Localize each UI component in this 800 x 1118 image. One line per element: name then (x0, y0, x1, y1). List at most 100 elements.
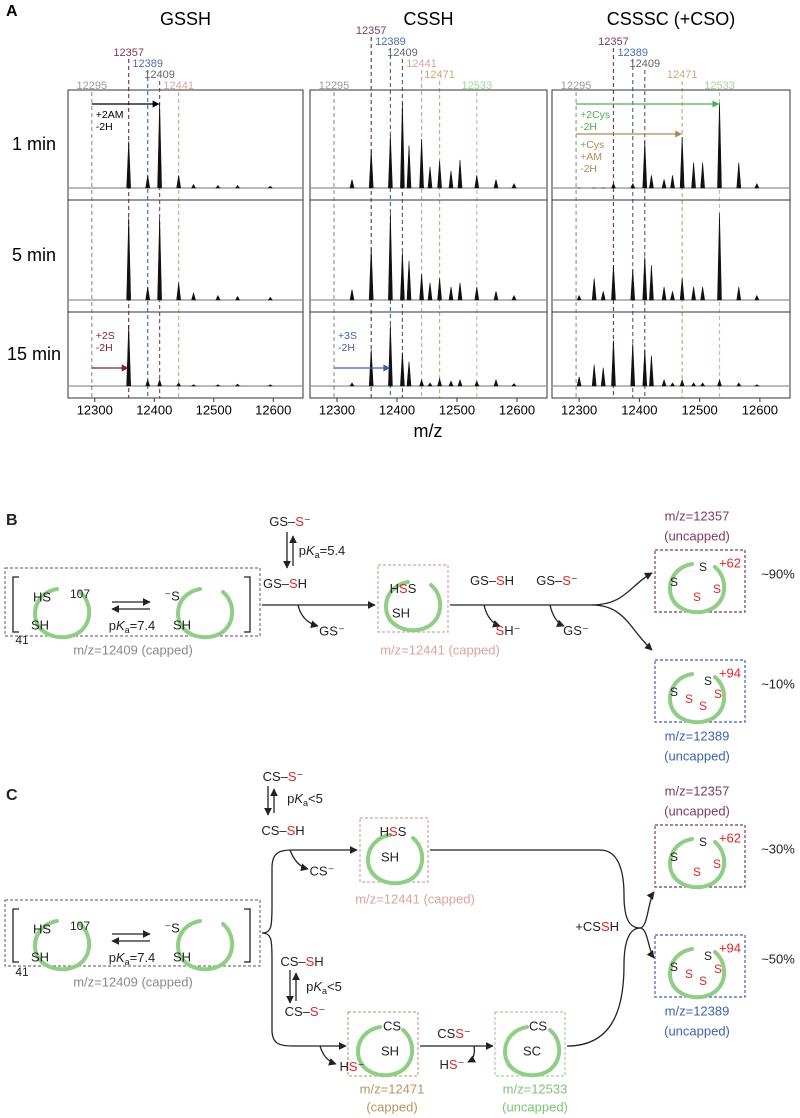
spectrum-peak (717, 378, 722, 387)
spectrum-peak (649, 355, 654, 387)
leaving-arrow (483, 604, 501, 628)
label-part: S (562, 573, 571, 588)
label-part: ⁻ (464, 1026, 471, 1041)
label: m/z=12409 (capped) (73, 974, 193, 989)
label-part: p (299, 543, 306, 558)
label: S (693, 865, 701, 879)
spectrum-peak (493, 378, 499, 387)
spectrum-peak (437, 278, 442, 301)
label-part: H (295, 823, 304, 838)
marker-label: 12471 (424, 69, 455, 81)
spectrum-peak (457, 378, 463, 387)
spectrum-peak (493, 179, 499, 189)
label: SH (31, 949, 49, 964)
annotation-arrowhead (712, 100, 720, 108)
label: SH (392, 605, 410, 620)
spectrum-peak (437, 377, 442, 387)
annotation-text: -2H (580, 121, 597, 133)
spectrum-peak (427, 282, 433, 301)
label-part: H (314, 954, 323, 969)
spectrum-peak (649, 175, 654, 189)
panel-c-shapes (4, 786, 655, 1078)
x-tick-label: 12300 (77, 402, 113, 417)
label: +CSSH (575, 919, 619, 934)
label: CS–S⁻ (263, 769, 304, 784)
label: GS–SH (470, 573, 514, 588)
label-part: S (399, 581, 408, 596)
spectrum-peak (388, 324, 393, 387)
marker-label: 12409 (387, 47, 418, 59)
label: (uncapped) (664, 803, 730, 818)
x-tick-label: 12500 (682, 402, 718, 417)
marker-label: 12295 (77, 80, 108, 92)
label-part: K (313, 979, 323, 994)
label: HSS (380, 824, 407, 839)
label: CS–SH (280, 954, 323, 969)
panel-b-shapes (4, 532, 653, 651)
marker-label: 12389 (617, 47, 648, 59)
annotation-arrowhead (152, 100, 160, 108)
label: SH (173, 617, 191, 632)
label: m/z=12533 (503, 1081, 568, 1096)
marker-label: 12441 (163, 80, 194, 92)
spectrum-peak (457, 159, 463, 189)
spectrum-peak (427, 166, 433, 189)
spectrum-peak (419, 138, 424, 189)
label: pKa<5 (306, 979, 342, 996)
spectrum-peak (427, 382, 433, 387)
spectrum-peak (511, 383, 517, 387)
annotation-text: -2H (580, 163, 597, 175)
label: HSS (390, 581, 417, 596)
label: ⁻S (164, 920, 180, 935)
spectrum-peak (661, 378, 667, 387)
x-tick-label: 12600 (499, 402, 535, 417)
label: S (693, 590, 701, 604)
spectrum-peak (474, 175, 480, 189)
spectrum-peak (406, 260, 412, 301)
marker-label: 12533 (704, 80, 735, 92)
label: pKa=7.4 (109, 950, 156, 967)
spectrum-peak (600, 291, 606, 301)
label-part: S (295, 514, 304, 529)
label: m/z=12409 (capped) (73, 642, 193, 657)
spectrum-peak (700, 286, 705, 301)
spectrum-peak (191, 291, 196, 301)
label: ⁻S (164, 588, 180, 603)
label-part: S (496, 573, 505, 588)
spectrum-peak (691, 382, 697, 387)
spectrum-peak (736, 286, 742, 301)
marker-label: 12357 (113, 47, 144, 59)
label: C (6, 787, 18, 804)
marker-label: 12357 (598, 36, 629, 48)
label: S (699, 560, 707, 574)
label-part: H (505, 573, 514, 588)
spectrum-peak (406, 361, 412, 387)
spectrum-peak (235, 295, 241, 301)
spectrum-peak (215, 294, 221, 301)
label: m/z=12357 (665, 508, 730, 523)
label-part: H (390, 581, 399, 596)
row-label: 1 min (12, 134, 56, 154)
branch-arrow (639, 891, 655, 929)
label: GS–S⁻ (269, 514, 311, 529)
row-label: 5 min (12, 245, 56, 265)
label: S (670, 850, 678, 864)
x-tick-label: 12300 (319, 402, 355, 417)
branch-arrow (261, 932, 347, 1050)
label-part: ⁻ (319, 1004, 326, 1019)
label: m/z=12471 (360, 1081, 425, 1096)
label-part: H (610, 919, 619, 934)
label: CS⁻ (310, 863, 335, 878)
label: S (704, 674, 712, 688)
spectrum-peak (591, 364, 597, 387)
spectrum-peak (610, 183, 616, 189)
marker-label: 12471 (667, 69, 698, 81)
annotation-text: -2H (338, 342, 355, 354)
label-part: H (298, 576, 307, 591)
label-part: K (116, 618, 126, 633)
label: +94 (719, 665, 741, 680)
label-part: CS– (280, 954, 306, 969)
marker-label: 12409 (144, 69, 175, 81)
marker-label: 12389 (132, 58, 163, 70)
